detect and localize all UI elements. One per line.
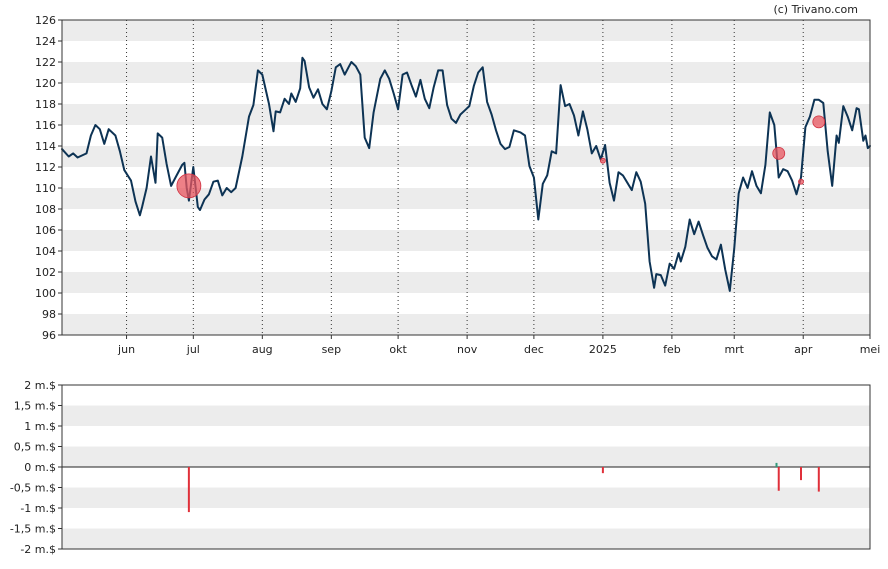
volume-chart-y-ticks: 2 m.$ 1,5 m.$ 1 m.$ 0,5 m.$ 0 m.$ -0,5 m.$ -1 … [10,379,62,556]
price-series-line [61,56,871,292]
y-tick-label: 100 [35,287,56,300]
y-tick-label: 110 [35,182,56,195]
x-tick-label: mei [860,343,881,356]
volume-band [62,405,870,426]
y-tick-label: 118 [35,98,56,111]
x-tick-label: feb [663,343,681,356]
price-band [62,62,870,83]
x-tick-label: 2025 [589,343,617,356]
credit-text: (c) Trivano.com [773,3,858,16]
volume-y-tick-label: -0,5 m.$ [10,482,56,495]
price-band [62,188,870,209]
price-chart-series [61,56,871,292]
y-tick-label: 114 [35,140,56,153]
insider-trade-marker [599,157,606,164]
price-chart-bands [62,20,870,335]
volume-band [62,446,870,467]
price-band [62,230,870,251]
volume-y-tick-label: 1 m.$ [24,420,56,433]
x-tick-label: nov [457,343,478,356]
x-tick-label: dec [524,343,544,356]
price-band [62,314,870,335]
y-tick-label: 122 [35,56,56,69]
y-tick-label: 96 [42,329,56,342]
insider-trade-marker [772,146,786,160]
y-tick-label: 108 [35,203,56,216]
x-tick-label: sep [322,343,341,356]
x-tick-label: okt [389,343,407,356]
price-band [62,20,870,41]
price-band [62,146,870,167]
x-tick-label: apr [794,343,813,356]
price-chart-markers [176,115,826,199]
volume-band [62,487,870,508]
insider-trade-marker [798,178,804,185]
y-tick-label: 126 [35,14,56,27]
volume-y-tick-label: -2 m.$ [20,543,56,556]
volume-y-tick-label: -1,5 m.$ [10,523,56,536]
volume-frame-rect [61,384,871,550]
volume-chart-frame [61,384,871,550]
x-tick-label: mrt [724,343,744,356]
y-tick-label: 106 [35,224,56,237]
x-tick-label: jul [186,343,200,356]
price-chart-x-ticks: jun jul aug sep okt nov dec 2025 feb mrt apr mei [117,335,880,356]
insider-trade-marker [176,173,202,199]
x-tick-label: aug [252,343,273,356]
volume-band [62,528,870,549]
y-tick-label: 112 [35,161,56,174]
price-band [62,272,870,293]
volume-y-tick-label: 1,5 m.$ [14,400,56,413]
volume-y-tick-label: 0,5 m.$ [14,441,56,454]
volume-y-tick-label: 2 m.$ [24,379,56,392]
price-chart-y-ticks: 96 98 100 102 104 106 108 110 112 114 116 118 120 122… [35,14,62,342]
price-frame-rect [61,19,871,336]
y-tick-label: 102 [35,266,56,279]
x-tick-label: jun [117,343,135,356]
volume-y-tick-label: 0 m.$ [24,461,56,474]
y-tick-label: 124 [35,35,56,48]
price-band [62,104,870,125]
price-chart-frame [61,19,871,336]
y-tick-label: 116 [35,119,56,132]
y-tick-label: 98 [42,308,56,321]
y-tick-label: 104 [35,245,56,258]
insider-trade-marker [812,115,826,129]
y-tick-label: 120 [35,77,56,90]
volume-chart-bars [62,462,870,513]
volume-y-tick-label: -1 m.$ [20,502,56,515]
